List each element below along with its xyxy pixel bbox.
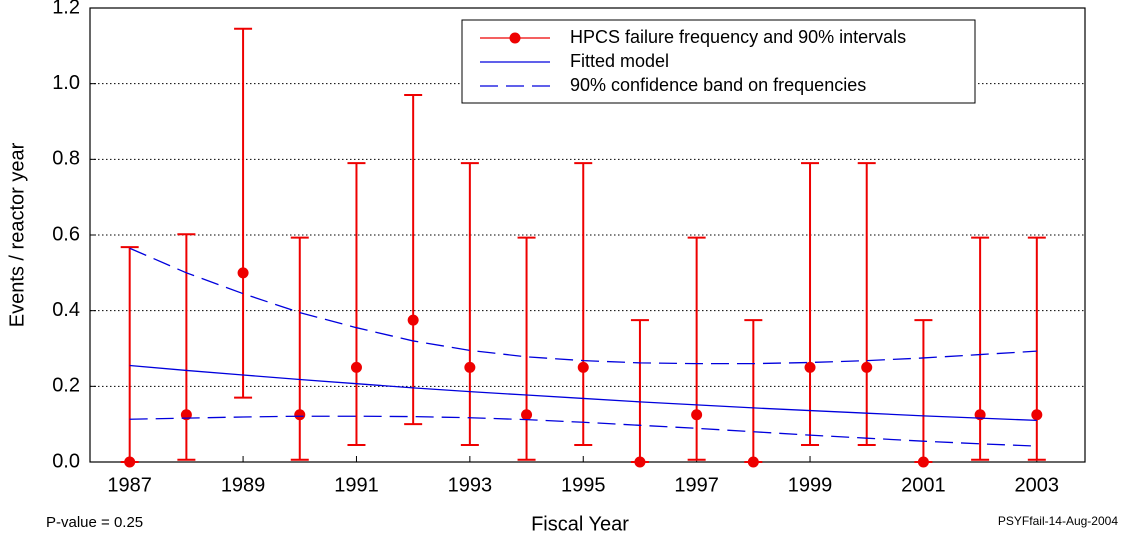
x-tick-label: 2001 [901,474,946,496]
x-tick-label: 2003 [1015,474,1060,496]
x-tick-label: 1987 [107,474,152,496]
point [747,456,759,468]
y-tick-label: 0.2 [52,375,80,397]
point [577,361,589,373]
point [861,361,873,373]
point [634,456,646,468]
legend-label: 90% confidence band on frequencies [570,75,866,95]
point [237,267,249,279]
legend-label: HPCS failure frequency and 90% intervals [570,27,906,47]
point [124,456,136,468]
point [521,409,533,421]
x-tick-label: 1991 [334,474,379,496]
legend-marker [509,32,521,44]
stamp-note: PSYFfail-14-Aug-2004 [998,514,1118,528]
point [917,456,929,468]
band-upper [129,247,1037,365]
y-tick-label: 0.4 [52,299,80,321]
legend-label: Fitted model [570,51,669,71]
point [407,314,419,326]
point [804,361,816,373]
x-tick-label: 1993 [448,474,493,496]
y-tick-label: 0.0 [52,450,80,472]
y-tick-label: 0.6 [52,223,80,245]
point [464,361,476,373]
y-tick-label: 0.8 [52,148,80,170]
y-axis-label: Events / reactor year [6,142,28,327]
y-tick-label: 1.0 [52,72,80,94]
point [350,361,362,373]
point [1031,409,1043,421]
x-axis-label: Fiscal Year [531,513,629,535]
x-tick-label: 1999 [788,474,833,496]
x-tick-label: 1997 [674,474,719,496]
x-tick-label: 1989 [221,474,266,496]
x-tick-label: 1995 [561,474,606,496]
point [691,409,703,421]
fitted-line [129,364,1037,422]
band-lower [129,415,1037,447]
p-value-note: P-value = 0.25 [46,514,143,531]
y-tick-label: 1.2 [52,0,80,18]
point [294,409,306,421]
